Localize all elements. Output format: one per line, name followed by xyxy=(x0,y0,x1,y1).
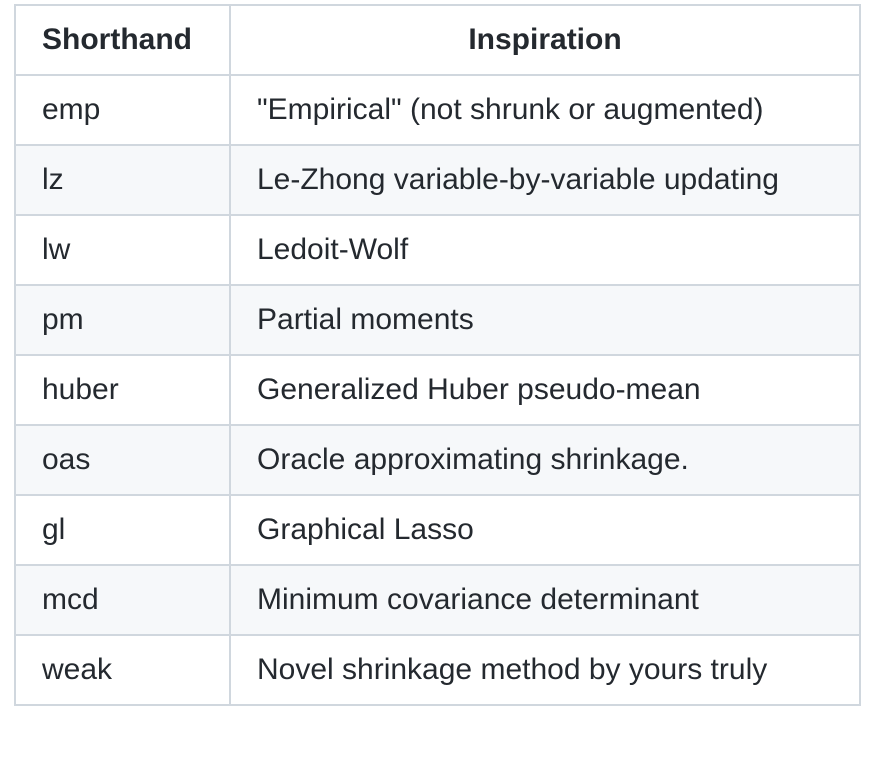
shorthand-cell: lz xyxy=(14,144,231,216)
table-row: weak Novel shrinkage method by yours tru… xyxy=(14,634,861,706)
inspiration-cell: "Empirical" (not shrunk or augmented) xyxy=(229,74,861,146)
shorthand-cell: gl xyxy=(14,494,231,566)
inspiration-cell: Graphical Lasso xyxy=(229,494,861,566)
shorthand-cell: lw xyxy=(14,214,231,286)
table-row: lz Le-Zhong variable-by-variable updatin… xyxy=(14,144,861,216)
table-row: oas Oracle approximating shrinkage. xyxy=(14,424,861,496)
shorthand-cell: pm xyxy=(14,284,231,356)
table-header: Shorthand Inspiration xyxy=(14,4,861,76)
table-row: emp "Empirical" (not shrunk or augmented… xyxy=(14,74,861,146)
header-shorthand: Shorthand xyxy=(14,4,231,76)
inspiration-cell: Minimum covariance determinant xyxy=(229,564,861,636)
shorthand-cell: oas xyxy=(14,424,231,496)
inspiration-cell: Ledoit-Wolf xyxy=(229,214,861,286)
shorthand-cell: huber xyxy=(14,354,231,426)
table-body: emp "Empirical" (not shrunk or augmented… xyxy=(14,74,861,706)
inspiration-cell: Oracle approximating shrinkage. xyxy=(229,424,861,496)
shorthand-cell: emp xyxy=(14,74,231,146)
table-row: lw Ledoit-Wolf xyxy=(14,214,861,286)
table-container: Shorthand Inspiration emp "Empirical" (n… xyxy=(14,4,861,706)
header-inspiration: Inspiration xyxy=(229,4,861,76)
shorthand-table: Shorthand Inspiration emp "Empirical" (n… xyxy=(14,4,861,706)
table-row: gl Graphical Lasso xyxy=(14,494,861,566)
shorthand-cell: mcd xyxy=(14,564,231,636)
table-row: huber Generalized Huber pseudo-mean xyxy=(14,354,861,426)
table-row: pm Partial moments xyxy=(14,284,861,356)
shorthand-cell: weak xyxy=(14,634,231,706)
inspiration-cell: Le-Zhong variable-by-variable updating xyxy=(229,144,861,216)
table-row: mcd Minimum covariance determinant xyxy=(14,564,861,636)
inspiration-cell: Novel shrinkage method by yours truly xyxy=(229,634,861,706)
inspiration-cell: Partial moments xyxy=(229,284,861,356)
header-row: Shorthand Inspiration xyxy=(14,4,861,76)
inspiration-cell: Generalized Huber pseudo-mean xyxy=(229,354,861,426)
